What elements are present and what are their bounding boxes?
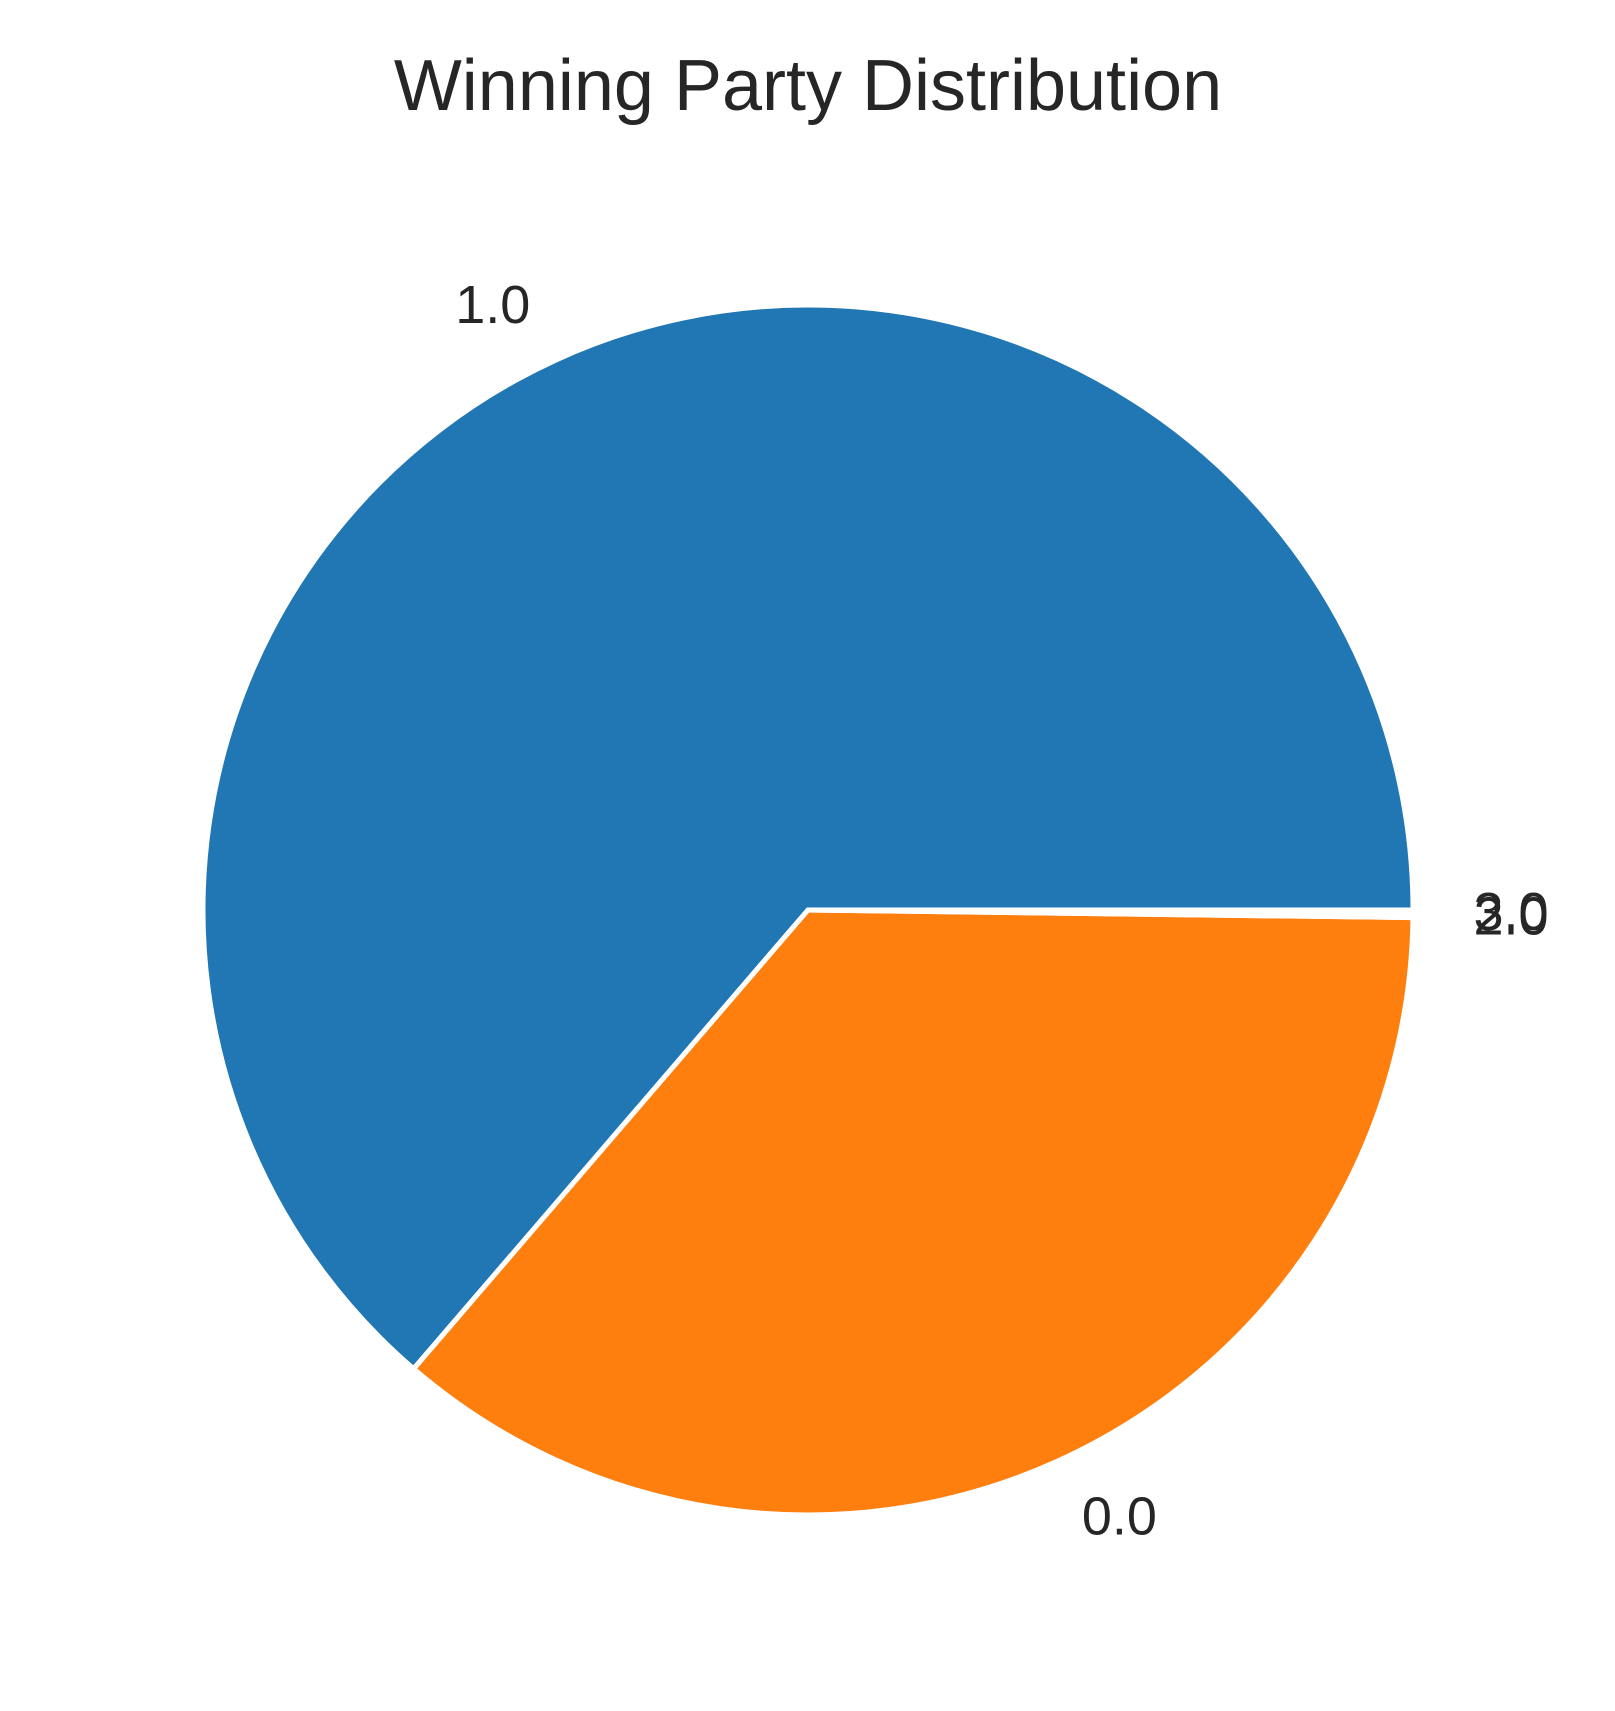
pie-label-2-0: 2.0 <box>1473 886 1548 946</box>
pie-slice-1-0 <box>200 302 1416 1372</box>
pie-slice-0-0 <box>411 907 1416 1518</box>
pie-label-1-0: 1.0 <box>455 275 530 335</box>
pie-label-3-0: 3.0 <box>1473 882 1548 942</box>
pie-slice-3-0 <box>805 907 1416 917</box>
pie-slices <box>200 302 1416 1518</box>
pie-label-0-0: 0.0 <box>1082 1487 1157 1547</box>
chart-title: Winning Party Distribution <box>394 46 1222 126</box>
pie-labels: 1.0 0.0 2.03.0 <box>455 275 1548 1546</box>
